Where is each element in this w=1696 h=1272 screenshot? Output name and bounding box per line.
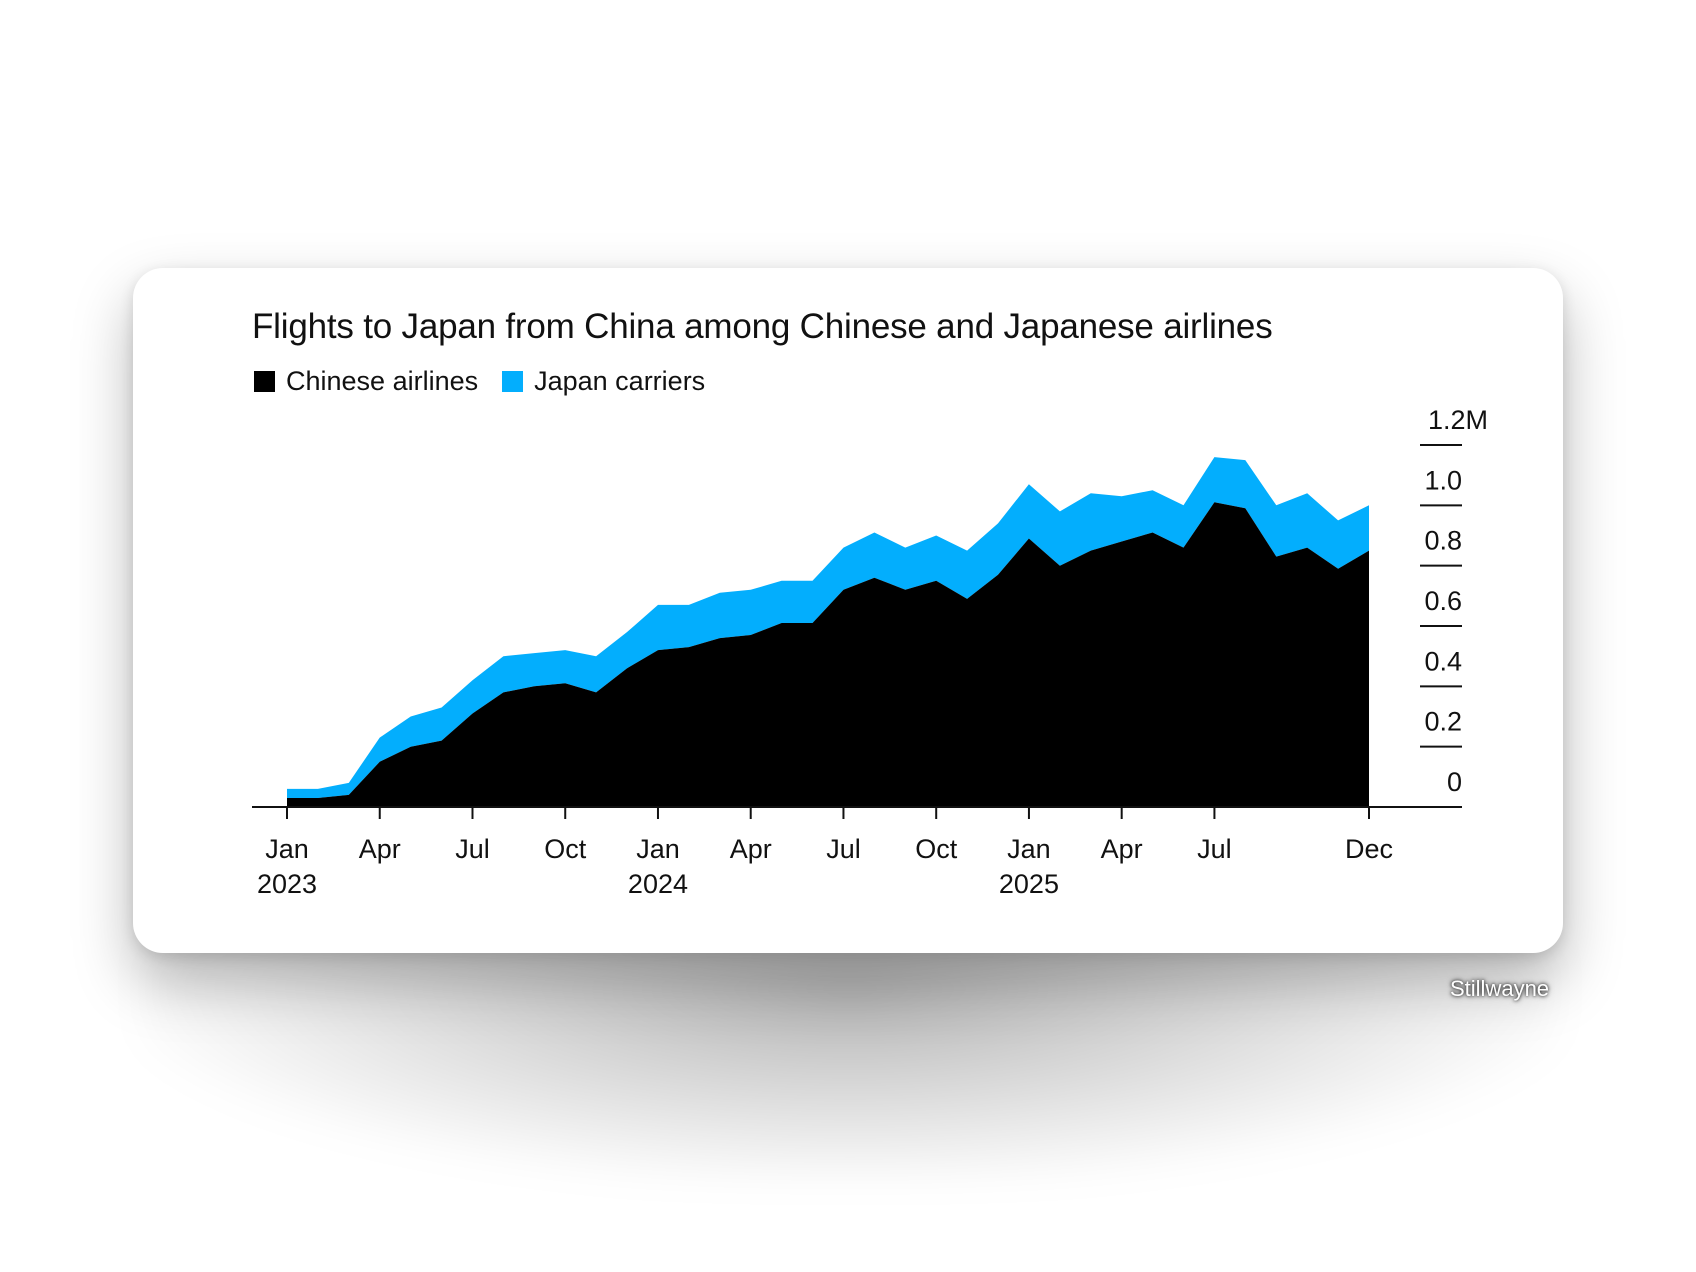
area-chinese-airlines xyxy=(287,502,1369,807)
chart-legend: Chinese airlines Japan carriers xyxy=(254,366,729,397)
watermark-credit: Stillwayne xyxy=(1450,976,1550,1001)
legend-label-japan: Japan carriers xyxy=(534,366,706,396)
y-tick-label-1: 0.2 xyxy=(1424,707,1462,737)
x-tick-label-1: Apr xyxy=(359,834,401,864)
legend-item-japan: Japan carriers xyxy=(502,366,705,397)
y-tick-label-5: 1.0 xyxy=(1424,465,1462,495)
legend-swatch-chinese xyxy=(254,371,275,392)
legend-swatch-japan xyxy=(502,371,524,392)
legend-label-chinese: Chinese airlines xyxy=(286,366,479,396)
y-tick-label-2: 0.4 xyxy=(1424,646,1462,676)
card-shadow xyxy=(140,940,1560,1180)
x-tick-year-0: 2023 xyxy=(257,869,317,899)
x-tick-label-5: Apr xyxy=(730,834,772,864)
legend-item-chinese: Chinese airlines xyxy=(254,366,478,397)
y-tick-label-4: 0.8 xyxy=(1424,526,1462,556)
x-tick-label-11: Dec xyxy=(1345,834,1393,864)
x-tick-label-9: Apr xyxy=(1101,834,1143,864)
y-tick-label-3: 0.6 xyxy=(1424,586,1462,616)
chart-title: Flights to Japan from China among Chines… xyxy=(252,307,1273,346)
x-tick-label-10: Jul xyxy=(1197,834,1232,864)
area-japan-carriers xyxy=(287,457,1369,798)
x-tick-label-4: Jan xyxy=(636,834,680,864)
x-tick-year-4: 2024 xyxy=(628,869,688,899)
x-tick-year-8: 2025 xyxy=(999,869,1059,899)
x-tick-label-2: Jul xyxy=(455,834,490,864)
x-tick-label-8: Jan xyxy=(1007,834,1051,864)
y-tick-label-0: 0 xyxy=(1447,767,1462,797)
x-tick-label-6: Jul xyxy=(826,834,861,864)
x-tick-label-0: Jan xyxy=(265,834,309,864)
x-tick-label-3: Oct xyxy=(544,834,587,864)
y-tick-label-6: 1.2M xyxy=(1428,405,1488,435)
x-tick-label-7: Oct xyxy=(915,834,958,864)
